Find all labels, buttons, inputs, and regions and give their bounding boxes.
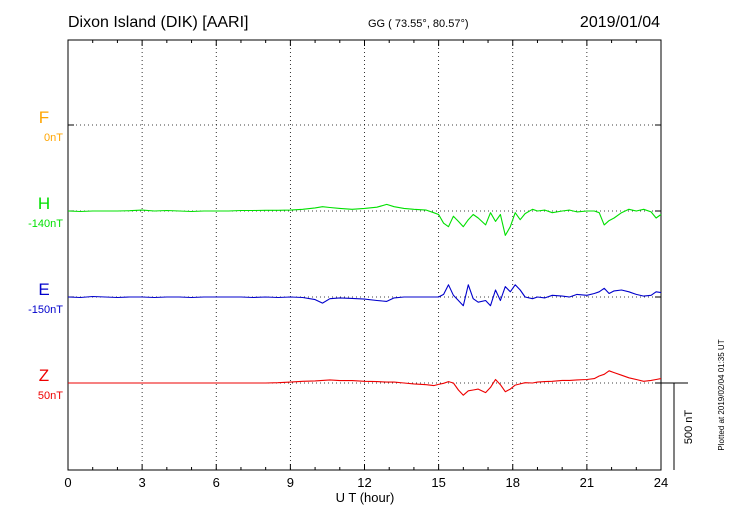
x-tick-label-21: 21 (580, 475, 594, 490)
component-baseline-E: -150nT (28, 304, 63, 316)
x-tick-label-9: 9 (287, 475, 294, 490)
coordinates-label: GG ( 73.55°, 80.57°) (368, 18, 469, 30)
date-label: 2019/01/04 (580, 14, 660, 31)
series-line-H (67, 203, 662, 236)
component-name-F: F (39, 108, 49, 127)
x-axis-tick-labels: 0 3 6 9 12 15 18 21 24 (64, 475, 668, 490)
station-title: Dixon Island (DIK) [AARI] (68, 14, 249, 31)
component-name-E: E (38, 280, 49, 299)
x-tick-label-24: 24 (654, 475, 668, 490)
scale-bar: 500 nT (661, 382, 695, 470)
x-axis-title: U T (hour) (336, 490, 395, 505)
series-line-E (67, 284, 662, 307)
x-tick-label-12: 12 (357, 475, 371, 490)
component-baseline-H: -140nT (28, 218, 63, 230)
component-labels: F 0nT H -140nT E -150nT Z 50nT (28, 108, 63, 402)
x-tick-label-18: 18 (506, 475, 520, 490)
x-tick-label-6: 6 (213, 475, 220, 490)
series-line-Z (68, 370, 662, 396)
component-name-Z: Z (39, 366, 49, 385)
plotted-timestamp: Plotted at 2019/02/04 01:35 UT (717, 339, 726, 450)
series-lines (67, 203, 662, 396)
x-tick-label-0: 0 (64, 475, 71, 490)
grid-lines (141, 40, 588, 470)
component-name-H: H (38, 194, 50, 213)
x-tick-label-3: 3 (139, 475, 146, 490)
x-tick-label-15: 15 (431, 475, 445, 490)
scale-bar-label: 500 nT (683, 410, 695, 445)
component-baseline-Z: 50nT (38, 390, 63, 402)
component-baseline-F: 0nT (44, 132, 63, 144)
x-axis-ticks (67, 40, 662, 470)
